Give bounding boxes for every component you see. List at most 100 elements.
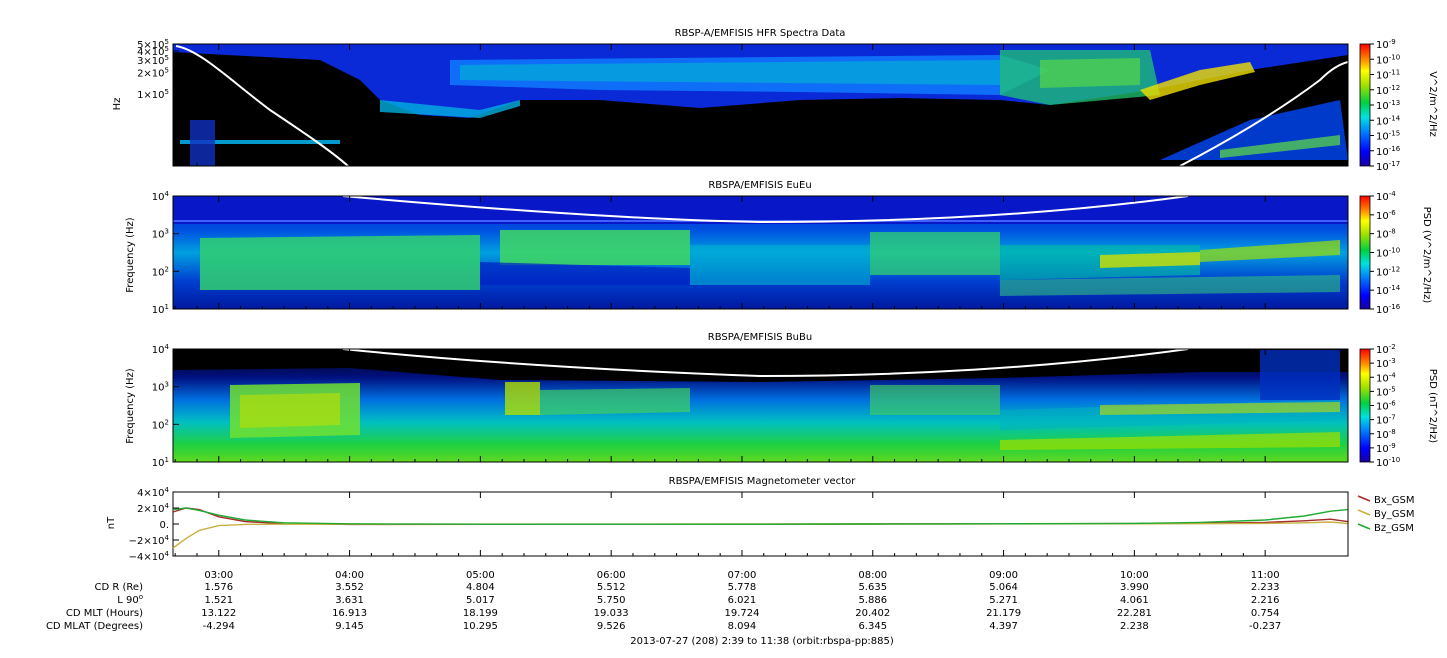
ephem-value: 5.064 [989, 582, 1018, 593]
ephem-value: 19.033 [594, 608, 629, 619]
hfr-spectrogram-image [173, 44, 1348, 166]
ephem-value: 3.552 [335, 582, 364, 593]
ephem-value: 2.216 [1251, 595, 1280, 606]
eueu-colorbar-ticks: 10-4 10-6 10-8 10-10 10-12 10-14 10-16 [1370, 190, 1401, 316]
ephem-value: 16.913 [332, 608, 367, 619]
mag-legend: Bx_GSM By_GSM Bz_GSM [1357, 495, 1415, 534]
mag-title: RBSPA/EMFISIS Magnetometer vector [669, 476, 857, 487]
hfr-colorbar-ticks: 10-9 10-10 10-11 10-12 10-13 10-14 10-15 10-16 1… [1370, 38, 1401, 173]
ephem-value: 5.512 [597, 582, 626, 593]
ephem-value: 6.021 [728, 595, 757, 606]
eueu-cbtick-label: 10-12 [1376, 265, 1400, 278]
ephem-row-label: L 90o [117, 593, 143, 606]
time-tick-label: 06:00 [597, 570, 626, 581]
hfr-ylabel: Hz [112, 98, 123, 111]
hfr-cbtick-label: 10-17 [1376, 160, 1400, 173]
legend-label: By_GSM [1374, 509, 1415, 520]
ephem-value: 20.402 [855, 608, 890, 619]
hfr-ytick-label: 3×105 [137, 54, 169, 67]
hfr-cbtick-label: 10-12 [1376, 84, 1400, 97]
hfr-cbtick-label: 10-13 [1376, 99, 1400, 112]
hfr-colorbar-label: V^2/m^2/Hz [1427, 71, 1438, 137]
ephem-value: 1.576 [204, 582, 233, 593]
ephem-value: 5.271 [989, 595, 1018, 606]
hfr-cbtick-label: 10-11 [1376, 69, 1400, 82]
ephem-value: 19.724 [724, 608, 759, 619]
time-tick-label: 09:00 [989, 570, 1018, 581]
bubu-ylabel: Frequency (Hz) [125, 368, 136, 444]
eueu-cbtick-label: 10-14 [1376, 284, 1401, 297]
bubu-ytick-label: 103 [152, 381, 169, 394]
mag-ytick-label: 4×104 [137, 486, 169, 499]
eueu-colorbar-label: PSD (V^2/m^2/Hz) [1421, 207, 1432, 304]
bubu-colorbar-ticks: 10-210-310-410-5 10-610-710-810-910-10 [1370, 343, 1400, 469]
eueu-ytick-label: 101 [152, 303, 169, 316]
ephem-value: 3.990 [1120, 582, 1149, 593]
eueu-ytick-label: 104 [152, 190, 170, 203]
bubu-cbtick-label: 10-8 [1376, 428, 1396, 441]
time-tick-label: 05:00 [466, 570, 495, 581]
ephem-value: 22.281 [1117, 608, 1152, 619]
ephem-value: -0.237 [1249, 621, 1281, 632]
bubu-colorbar-label: PSD (nT^2/Hz) [1427, 369, 1438, 443]
mag-ytick-label: −2×104 [129, 534, 170, 547]
bubu-ytick-label: 102 [152, 418, 169, 431]
eueu-y-axis: 101 102 103 104 [152, 190, 179, 316]
mag-series-Bz_GSM [172, 507, 1348, 525]
hfr-cbtick-label: 10-14 [1376, 114, 1401, 127]
legend-label: Bx_GSM [1374, 495, 1415, 506]
hfr-ytick-label: 2×105 [137, 67, 169, 80]
time-tick-label: 03:00 [204, 570, 233, 581]
ephem-value: 8.094 [728, 621, 757, 632]
ephem-value: 4.061 [1120, 595, 1149, 606]
mag-y-axis: 4×104 2×104 0. −2×104 −4×104 [129, 486, 179, 563]
ephem-value: 3.631 [335, 595, 364, 606]
mag-ytick-label: 2×104 [137, 502, 169, 515]
bubu-y-axis: 101 102 103 104 [152, 343, 179, 469]
mag-series-lines [172, 507, 1348, 549]
ephemeris-table: CD R (Re) 1.576 3.552 4.804 5.512 5.778 5.635 5… [46, 582, 1281, 632]
magnetometer-panel: RBSPA/EMFISIS Magnetometer vector 4×104 2… [106, 476, 1415, 563]
bubu-cbtick-label: 10-9 [1376, 442, 1396, 455]
hfr-cbtick-label: 10-9 [1376, 38, 1396, 51]
eueu-ytick-label: 103 [152, 228, 169, 241]
bubu-cbtick-label: 10-5 [1376, 385, 1396, 398]
ephem-value: -4.294 [203, 621, 235, 632]
eueu-ytick-label: 102 [152, 265, 169, 278]
ephem-row-label: CD MLT (Hours) [66, 608, 143, 619]
eueu-cbtick-label: 10-16 [1376, 303, 1401, 316]
hfr-cbtick-label: 10-10 [1376, 53, 1400, 66]
hfr-cbtick-label: 10-16 [1376, 145, 1401, 158]
ephem-value: 9.526 [597, 621, 626, 632]
bubu-spectrogram-image [173, 349, 1348, 462]
bubu-spectrogram-panel: RBSPA/EMFISIS BuBu 101 102 103 104 Frequenc… [125, 332, 1438, 469]
ephem-value: 4.397 [989, 621, 1018, 632]
time-tick-label: 10:00 [1120, 570, 1149, 581]
eueu-spectrogram-panel: RBSPA/EMFISIS EuEu 101 102 103 104 Frequenc… [125, 180, 1432, 316]
bubu-cbtick-label: 10-7 [1376, 414, 1396, 427]
bubu-cbtick-label: 10-6 [1376, 400, 1396, 413]
legend-label: Bz_GSM [1374, 523, 1414, 534]
ephem-value: 18.199 [463, 608, 498, 619]
ephem-value: 13.122 [201, 608, 236, 619]
ephem-value: 6.345 [858, 621, 887, 632]
ephem-value: 0.754 [1251, 608, 1280, 619]
hfr-title: RBSP-A/EMFISIS HFR Spectra Data [675, 28, 846, 39]
mag-ytick-label: −4×104 [129, 550, 170, 563]
bubu-ytick-label: 101 [152, 456, 169, 469]
ephem-value: 1.521 [204, 595, 233, 606]
bubu-cbtick-label: 10-3 [1376, 357, 1396, 370]
time-tick-label: 11:00 [1251, 570, 1280, 581]
time-range-footer: 2013-07-27 (208) 2:39 to 11:38 (orbit:rb… [630, 636, 894, 647]
hfr-cbtick-label: 10-15 [1376, 130, 1400, 143]
time-axis-ticks: 03:00 04:00 05:00 06:00 07:00 08:00 09:00 10:00… [174, 44, 1280, 581]
legend-swatch [1357, 523, 1371, 530]
ephem-value: 21.179 [986, 608, 1021, 619]
eueu-colorbar [1359, 195, 1371, 310]
eueu-title: RBSPA/EMFISIS EuEu [708, 180, 811, 191]
eueu-cbtick-label: 10-10 [1376, 247, 1400, 260]
eueu-cbtick-label: 10-4 [1376, 190, 1396, 203]
ephem-value: 2.238 [1120, 621, 1149, 632]
eueu-cbtick-label: 10-6 [1376, 209, 1396, 222]
